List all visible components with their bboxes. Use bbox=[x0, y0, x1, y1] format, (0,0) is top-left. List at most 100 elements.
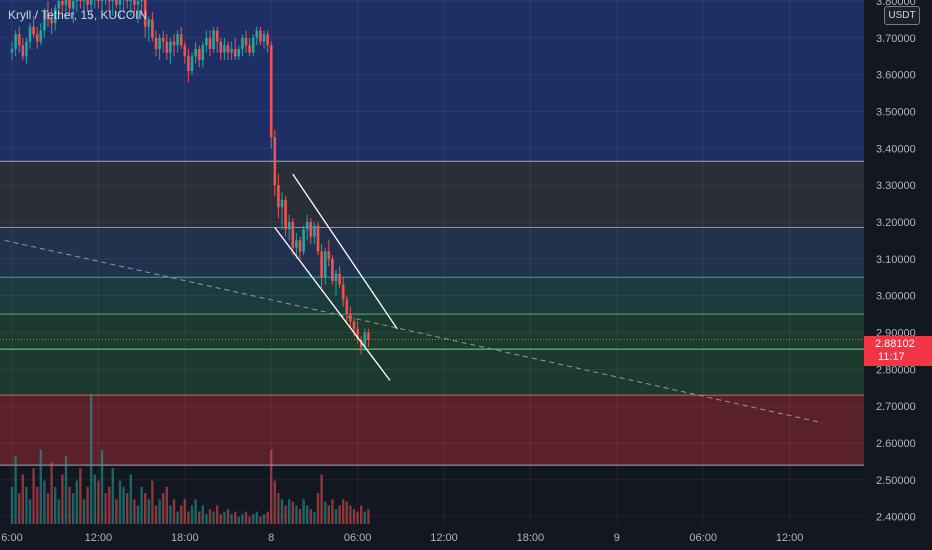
candle-body bbox=[82, 0, 86, 2]
price-axis-background bbox=[864, 0, 932, 550]
volume-bar bbox=[86, 486, 89, 524]
candle-body bbox=[125, 0, 129, 2]
price-tick-label: 3.60000 bbox=[876, 70, 916, 82]
candle-body bbox=[215, 30, 219, 42]
candle-body bbox=[97, 0, 100, 2]
volume-bar bbox=[151, 480, 154, 524]
price-tick-label: 2.60000 bbox=[876, 438, 916, 450]
volume-bar bbox=[104, 493, 107, 524]
volume-bar bbox=[97, 480, 100, 524]
volume-bar bbox=[75, 480, 78, 524]
candle-body bbox=[266, 34, 269, 46]
volume-bar bbox=[115, 499, 118, 524]
candle-body bbox=[154, 37, 158, 49]
candle-body bbox=[46, 12, 50, 20]
candle-body bbox=[201, 45, 205, 60]
candle-body bbox=[107, 0, 111, 2]
candle-body bbox=[194, 48, 197, 57]
currency-badge[interactable]: USDT bbox=[884, 6, 920, 25]
candle-body bbox=[143, 0, 147, 27]
candle-body bbox=[100, 0, 104, 2]
volume-bar bbox=[363, 511, 366, 524]
volume-bar bbox=[136, 505, 140, 524]
candle-body bbox=[111, 0, 115, 2]
candle-body bbox=[237, 48, 241, 57]
candle-body bbox=[302, 229, 305, 252]
volume-bar bbox=[36, 486, 39, 524]
candle-body bbox=[287, 222, 291, 230]
candle-body bbox=[251, 37, 255, 53]
candle-body bbox=[259, 30, 262, 42]
candle-body bbox=[53, 8, 57, 24]
volume-bar bbox=[219, 514, 222, 524]
volume-bar bbox=[32, 468, 35, 524]
candle-body bbox=[57, 1, 61, 9]
volume-bar bbox=[61, 474, 64, 524]
volume-bar bbox=[165, 486, 168, 524]
time-tick-label: 9 bbox=[614, 532, 620, 544]
price-tick-label: 3.30000 bbox=[876, 180, 916, 192]
candle-body bbox=[161, 37, 165, 42]
volume-bar bbox=[126, 493, 129, 524]
zone-layer bbox=[0, 0, 864, 466]
candle-body bbox=[291, 222, 295, 248]
zone-band bbox=[0, 161, 864, 228]
candle-body bbox=[39, 30, 43, 42]
volume-bar bbox=[356, 511, 359, 524]
volume-bar bbox=[270, 449, 273, 524]
volume-bar bbox=[266, 511, 269, 524]
symbol-title: Kryll / Tether, 15, KUCOIN bbox=[8, 8, 148, 22]
volume-bar bbox=[176, 511, 179, 524]
time-axis: 6:00 12:00 18:00 8 06:00 12:00 18:00 9 06:00 12:0… bbox=[0, 524, 932, 550]
time-tick-label: 12:00 bbox=[776, 532, 804, 544]
volume-bar bbox=[216, 505, 219, 524]
volume-bar bbox=[248, 516, 251, 524]
time-tick-label: 18:00 bbox=[517, 532, 545, 544]
candle-body bbox=[79, 0, 82, 2]
volume-bar bbox=[259, 516, 262, 524]
volume-bar bbox=[129, 474, 132, 524]
zone-band bbox=[0, 314, 864, 396]
candle-body bbox=[183, 45, 187, 57]
volume-bar bbox=[28, 499, 32, 524]
candle-body bbox=[280, 199, 284, 208]
volume-bar bbox=[43, 480, 46, 524]
volume-bar bbox=[313, 511, 316, 524]
price-tick-label: 3.80000 bbox=[876, 0, 916, 8]
volume-bar bbox=[244, 511, 248, 524]
candle-body bbox=[17, 34, 21, 46]
candle-body bbox=[367, 332, 370, 340]
volume-bar bbox=[262, 514, 266, 524]
candle-body bbox=[64, 0, 68, 5]
candle-body bbox=[349, 314, 352, 322]
candle-body bbox=[284, 199, 287, 230]
volume-bar bbox=[352, 509, 356, 524]
volume-bar bbox=[241, 514, 244, 524]
candle-body bbox=[248, 45, 251, 53]
volume-bar bbox=[277, 493, 280, 524]
candle-body bbox=[316, 225, 320, 252]
candle-body bbox=[241, 37, 244, 49]
candle-body bbox=[190, 56, 194, 72]
candle-body bbox=[10, 48, 14, 53]
candle-body bbox=[14, 34, 17, 49]
candle-body bbox=[172, 41, 176, 46]
time-tick-label: 18:00 bbox=[171, 532, 199, 544]
price-tick-label: 3.70000 bbox=[876, 33, 916, 45]
volume-bar bbox=[345, 501, 348, 524]
volume-bar bbox=[64, 455, 68, 524]
price-tick-label: 2.40000 bbox=[876, 512, 916, 524]
volume-bar bbox=[280, 499, 284, 524]
volume-bar bbox=[190, 505, 194, 524]
volume-bar bbox=[108, 486, 111, 524]
candle-body bbox=[305, 222, 309, 230]
candle-body bbox=[86, 0, 89, 5]
candle-body bbox=[75, 0, 79, 2]
volume-bar bbox=[82, 499, 86, 524]
time-tick-label: 8 bbox=[268, 532, 274, 544]
volume-bar bbox=[234, 511, 237, 524]
volume-bar bbox=[367, 509, 370, 524]
candle-body bbox=[208, 37, 212, 49]
candle-body bbox=[226, 45, 230, 53]
